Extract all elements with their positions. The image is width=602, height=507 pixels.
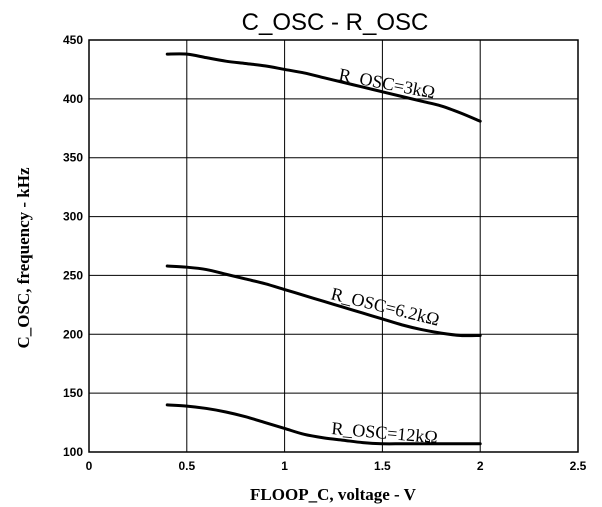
y-tick-label: 300 — [63, 210, 83, 224]
y-tick-label: 150 — [63, 386, 83, 400]
series-line — [165, 264, 482, 338]
x-tick-label: 1 — [281, 459, 288, 473]
series-layer — [165, 52, 482, 446]
x-tick-label: 0 — [86, 459, 93, 473]
y-tick-label: 450 — [63, 33, 83, 47]
x-tick-label: 2.5 — [570, 459, 587, 473]
y-tick-label: 350 — [63, 151, 83, 165]
y-tick-label: 250 — [63, 268, 83, 282]
y-tick-label: 400 — [63, 92, 83, 106]
chart-title: C_OSC - R_OSC — [242, 9, 429, 36]
x-tick-label: 0.5 — [178, 459, 195, 473]
y-tick-label: 100 — [63, 445, 83, 459]
x-tick-label: 1.5 — [374, 459, 391, 473]
plot-area-frame — [88, 39, 579, 453]
tick-labels: 0 0.5 1 1.5 2 2.5 100 150 200 250 300 350 400 450 — [63, 33, 587, 473]
grid — [89, 40, 578, 452]
x-tick-label: 2 — [477, 459, 484, 473]
series-label: R_OSC=3kΩ — [337, 64, 437, 102]
y-tick-label: 200 — [63, 327, 83, 341]
series-line — [165, 52, 482, 123]
y-axis-label: C_OSC, frequency - kHz — [14, 167, 33, 348]
x-axis-label: FLOOP_C, voltage - V — [250, 485, 417, 504]
series-label: R_OSC=6.2kΩ — [329, 283, 442, 329]
series-line — [165, 403, 482, 446]
